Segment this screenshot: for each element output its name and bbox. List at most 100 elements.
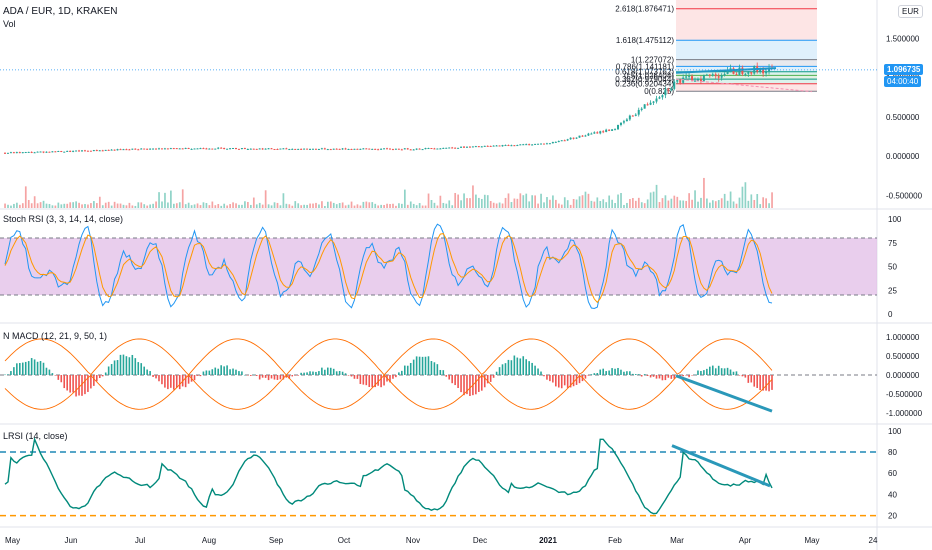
volume-bar xyxy=(306,204,308,208)
fib-zone xyxy=(676,0,817,9)
volume-bar xyxy=(383,204,385,208)
candle-body xyxy=(63,151,66,153)
candle-body xyxy=(172,148,175,150)
macd-histogram-bar xyxy=(208,370,211,375)
candle-body xyxy=(578,135,581,138)
candle-body xyxy=(480,146,483,148)
macd-histogram-bar xyxy=(167,375,169,390)
macd-histogram-bar xyxy=(741,375,744,377)
volume-bar xyxy=(709,202,711,208)
macd-histogram-bar xyxy=(596,373,599,375)
candle-body xyxy=(246,148,249,150)
volume-bar xyxy=(640,202,643,208)
volume-bar xyxy=(282,193,285,208)
candle-body xyxy=(418,148,421,150)
volume-bar xyxy=(164,192,166,208)
volume-bar xyxy=(519,193,522,208)
volume-bar xyxy=(427,193,430,208)
macd-histogram-bar xyxy=(36,361,39,375)
volume-bar xyxy=(566,200,569,208)
candle-body xyxy=(18,152,21,154)
macd-histogram-bar xyxy=(377,375,379,386)
macd-histogram-bar xyxy=(445,375,448,377)
volume-bar xyxy=(590,200,593,208)
macd-histogram-bar xyxy=(164,375,166,388)
macd-histogram-bar xyxy=(356,375,359,379)
volume-bar xyxy=(66,203,69,208)
volume-bar xyxy=(572,199,575,208)
macd-histogram-bar xyxy=(149,371,151,375)
candle-body xyxy=(540,143,543,145)
macd-histogram-bar xyxy=(353,375,356,379)
candle-body xyxy=(631,115,634,117)
candle-body xyxy=(622,121,625,123)
macd-histogram-bar xyxy=(134,358,137,375)
volume-bar xyxy=(475,194,477,208)
candle-body xyxy=(445,147,448,149)
macd-histogram-bar xyxy=(119,354,122,375)
time-axis-tick: Apr xyxy=(739,536,752,545)
volume-bar xyxy=(661,198,664,208)
macd-histogram-bar xyxy=(45,367,48,375)
currency-button[interactable]: EUR xyxy=(898,5,923,18)
candle-body xyxy=(229,148,232,150)
macd-histogram-bar xyxy=(401,370,403,375)
macd-histogram-bar xyxy=(270,375,273,379)
volume-bar xyxy=(294,201,297,208)
candle-body xyxy=(125,149,128,151)
macd-histogram-bar xyxy=(537,368,539,375)
macd-histogram-bar xyxy=(389,375,391,383)
candle-body xyxy=(720,75,723,78)
macd-histogram-bar xyxy=(436,364,439,375)
volume-bar xyxy=(285,203,288,208)
candle-body xyxy=(442,147,445,149)
macd-histogram-bar xyxy=(223,366,225,375)
macd-histogram-bar xyxy=(249,375,252,376)
candle-body xyxy=(66,150,69,152)
volume-bar xyxy=(389,204,391,208)
fib-level-label: 0.618(1.073762) xyxy=(615,68,674,77)
candle-body xyxy=(226,148,229,150)
volume-bar xyxy=(729,191,732,208)
lrsi-axis-tick: 20 xyxy=(888,512,897,521)
volume-bar xyxy=(546,197,548,208)
volume-bar xyxy=(303,204,306,208)
candle-body xyxy=(554,141,557,143)
volume-bar xyxy=(21,203,24,208)
candle-body xyxy=(368,148,371,150)
macd-histogram-bar xyxy=(501,364,504,375)
macd-histogram-bar xyxy=(128,357,131,375)
candle-body xyxy=(463,146,466,148)
macd-histogram-bar xyxy=(101,375,104,377)
candle-body xyxy=(465,146,468,148)
volume-bar xyxy=(451,205,454,208)
candle-body xyxy=(273,148,276,150)
candle-body xyxy=(329,149,332,151)
volume-bar xyxy=(694,190,696,208)
candle-body xyxy=(735,73,738,75)
volume-bar xyxy=(75,201,77,208)
macd-axis-tick: -0.500000 xyxy=(886,390,923,399)
macd-histogram-bar xyxy=(122,354,125,375)
candle-body xyxy=(717,76,720,78)
macd-histogram-bar xyxy=(709,366,711,375)
candle-body xyxy=(341,148,344,150)
candle-body xyxy=(534,143,537,145)
macd-histogram-bar xyxy=(309,371,311,375)
volume-bar xyxy=(134,205,137,208)
macd-histogram-bar xyxy=(652,375,655,377)
volume-bar xyxy=(409,201,412,208)
macd-histogram-bar xyxy=(211,369,214,375)
price-axis-tick: 0.500000 xyxy=(886,113,920,122)
volume-bar xyxy=(563,197,566,208)
volume-bar xyxy=(486,195,489,208)
macd-histogram-bar xyxy=(643,374,646,375)
candle-body xyxy=(15,152,18,154)
volume-bar xyxy=(738,197,741,208)
macd-histogram-bar xyxy=(110,364,113,375)
volume-bar xyxy=(359,205,362,208)
candle-body xyxy=(45,151,48,153)
candle-body xyxy=(350,148,353,150)
candle-body xyxy=(169,148,172,150)
